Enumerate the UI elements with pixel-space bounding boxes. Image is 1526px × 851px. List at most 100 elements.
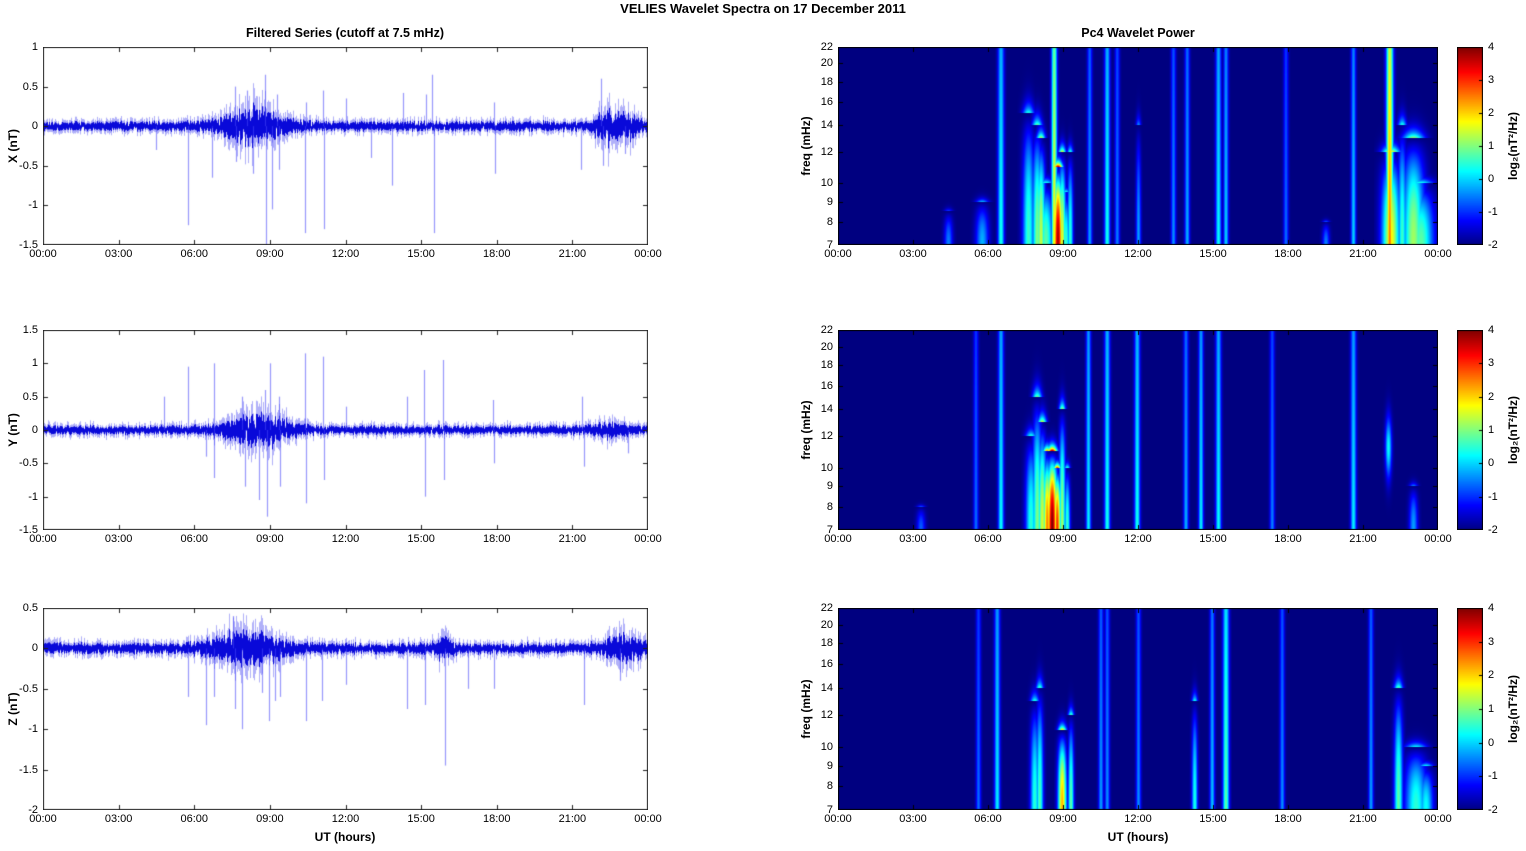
colorbar-y <box>1457 330 1483 530</box>
x-tick-label: 06:00 <box>974 533 1002 545</box>
x-tick-label: 00:00 <box>634 533 662 545</box>
y-tick-label: -0.5 <box>19 457 38 470</box>
freq-tick-label: 18 <box>820 637 833 650</box>
freq-tick-label: 8 <box>826 780 833 793</box>
x-tick-label: 00:00 <box>29 533 57 545</box>
colorbar-tick-label: 2 <box>1488 669 1495 682</box>
colorbar-tick-label: 1 <box>1488 424 1495 436</box>
x-tick-label: 09:00 <box>256 813 284 825</box>
x-tick-label: 03:00 <box>899 248 927 260</box>
colorbar-tick-label: -1 <box>1488 206 1498 218</box>
colorbar-tick-label: 0 <box>1488 457 1495 470</box>
freq-tick-label: 10 <box>820 741 833 754</box>
freq-tick-label: 12 <box>820 429 833 442</box>
x-tick-label: 00:00 <box>634 813 662 825</box>
filtered-series-x-plot <box>43 47 648 245</box>
x-tick-label: 18:00 <box>1274 248 1302 260</box>
x-tick-label: 03:00 <box>104 533 133 545</box>
x-tick-label: 03:00 <box>104 813 133 825</box>
colorbar-tick-label: 1 <box>1488 703 1495 715</box>
freq-tick-label: 10 <box>820 461 833 474</box>
y-tick-label: 1.5 <box>22 324 38 336</box>
y-tick-label: -1.5 <box>19 763 38 776</box>
x-tick-label: 06:00 <box>180 248 209 260</box>
y-tick-label: -1 <box>28 723 38 736</box>
x-tick-label: 00:00 <box>824 248 852 260</box>
y-tick-label: -0.5 <box>19 682 38 695</box>
z-component-axis-label: Z (nT) <box>6 692 20 726</box>
colorbar-tick-label: 3 <box>1488 357 1495 370</box>
x-tick-label: 09:00 <box>1049 533 1077 545</box>
freq-tick-label: 18 <box>820 359 833 372</box>
x-tick-label: 06:00 <box>974 248 1002 260</box>
wavelet-power-x-spectrogram <box>838 47 1438 245</box>
colorbar-tick-label: 2 <box>1488 390 1495 403</box>
colorbar-x <box>1457 47 1483 245</box>
freq-tick-label: 22 <box>820 41 833 53</box>
x-tick-label: 03:00 <box>899 813 927 825</box>
x-tick-label: 03:00 <box>104 248 133 260</box>
colorbar-tick-label: -2 <box>1488 804 1498 816</box>
freq-tick-label: 14 <box>820 681 833 694</box>
colorbar-tick-label: 2 <box>1488 107 1495 119</box>
x-tick-label: 00:00 <box>29 248 57 260</box>
x-tick-label: 00:00 <box>1424 813 1452 825</box>
freq-tick-label: 9 <box>826 480 833 493</box>
x-tick-label: 00:00 <box>1424 533 1452 545</box>
y-tick-label: 0 <box>31 424 38 436</box>
y-tick-label: -1.5 <box>19 524 38 536</box>
freq-tick-label: 9 <box>826 195 833 208</box>
x-tick-label: 18:00 <box>1274 533 1302 545</box>
freq-tick-label: 20 <box>820 57 833 70</box>
freq-tick-label: 14 <box>820 402 833 415</box>
ut-hours-label-left: UT (hours) <box>314 830 376 844</box>
x-tick-label: 00:00 <box>1424 248 1452 260</box>
y-tick-label: 0.5 <box>22 390 38 403</box>
x-tick-label: 21:00 <box>558 248 587 260</box>
x-tick-label: 12:00 <box>1124 813 1152 825</box>
freq-tick-label: 22 <box>820 324 833 336</box>
freq-tick-label: 20 <box>820 340 833 353</box>
x-tick-label: 00:00 <box>824 533 852 545</box>
colorbar-tick-label: 3 <box>1488 635 1495 648</box>
x-tick-label: 09:00 <box>256 248 284 260</box>
y-tick-label: -1.5 <box>19 239 38 251</box>
x-tick-label: 15:00 <box>1199 813 1227 825</box>
x-tick-label: 18:00 <box>482 533 511 545</box>
freq-tick-label: 7 <box>826 524 833 536</box>
colorbar-z <box>1457 608 1483 810</box>
x-tick-label: 12:00 <box>1124 533 1152 545</box>
colorbar-tick-label: 4 <box>1488 41 1495 53</box>
x-tick-label: 15:00 <box>407 533 435 545</box>
colorbar-tick-label: -1 <box>1488 770 1498 783</box>
freq-tick-label: 14 <box>820 119 833 132</box>
colorbar-tick-label: 0 <box>1488 736 1495 749</box>
x-tick-label: 06:00 <box>180 813 209 825</box>
y-tick-label: -1 <box>28 199 38 212</box>
filtered-series-z-plot <box>43 608 648 810</box>
y-tick-label: 0 <box>31 120 38 133</box>
x-tick-label: 21:00 <box>1349 533 1377 545</box>
colorbar-tick-label: -2 <box>1488 524 1498 536</box>
colorbar-label-1: log₂(nT²/Hz) <box>1506 112 1520 180</box>
y-tick-label: 0.5 <box>22 602 38 614</box>
wavelet-power-title: Pc4 Wavelet Power <box>1081 26 1195 40</box>
colorbar-label-2: log₂(nT²/Hz) <box>1506 396 1520 464</box>
freq-tick-label: 16 <box>820 658 833 671</box>
wavelet-power-y-spectrogram <box>838 330 1438 530</box>
x-tick-label: 12:00 <box>1124 248 1152 260</box>
y-tick-label: 1 <box>31 41 38 53</box>
freq-tick-label: 7 <box>826 804 833 816</box>
freq-tick-label: 10 <box>820 177 833 190</box>
freq-tick-label: 9 <box>826 759 833 772</box>
freq-tick-label: 22 <box>820 602 833 614</box>
x-tick-label: 06:00 <box>180 533 209 545</box>
x-tick-label: 18:00 <box>1274 813 1302 825</box>
colorbar-tick-label: -2 <box>1488 239 1498 251</box>
colorbar-tick-label: 4 <box>1488 602 1495 614</box>
y-tick-label: 0.5 <box>22 80 38 93</box>
freq-tick-label: 18 <box>820 75 833 88</box>
x-tick-label: 15:00 <box>407 813 435 825</box>
colorbar-tick-label: 0 <box>1488 173 1495 185</box>
